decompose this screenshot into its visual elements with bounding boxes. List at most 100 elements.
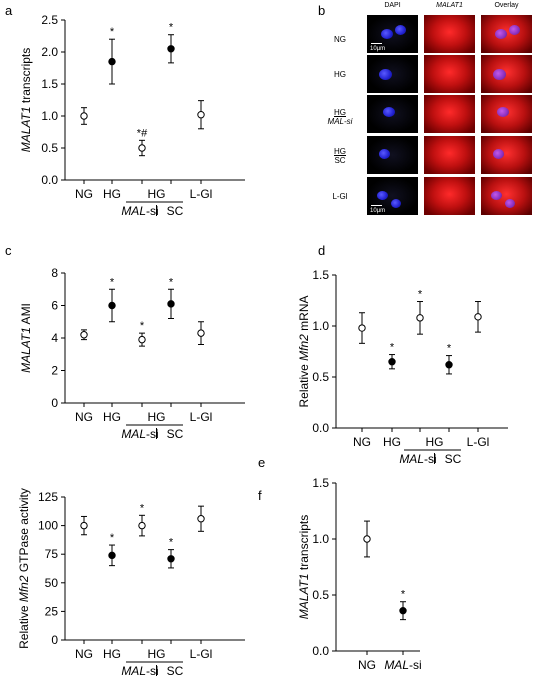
group-sub-label-e: SC (167, 664, 184, 678)
y-tick-label-e: 25 (45, 604, 59, 618)
micrograph-r4-c2 (424, 136, 475, 174)
y-axis-label-d: Relative Mfn2 mRNA (297, 295, 311, 407)
y-axis-label-a: MALAT1 transcripts (19, 48, 33, 152)
significance-mark-f: * (401, 589, 406, 601)
group-label-a: HG (148, 187, 166, 201)
y-tick-label-c: 6 (51, 299, 58, 313)
micrograph-r1-c3 (481, 15, 532, 53)
panel-letter-f: f (258, 488, 262, 503)
data-point-c (138, 335, 146, 344)
data-point-c (167, 300, 175, 308)
nucleus (377, 191, 388, 200)
y-tick-label-e: 50 (45, 576, 59, 590)
micrograph-r2-c2 (424, 55, 475, 93)
y-tick-label-a: 0.0 (41, 173, 58, 187)
data-point-a (167, 45, 175, 53)
row-label-hg-malsi: HG MAL-si (327, 108, 353, 126)
group-label-e: HG (148, 647, 166, 661)
y-tick-label-f: 1.5 (312, 476, 329, 490)
data-point-e (197, 515, 205, 523)
data-point-a (197, 111, 205, 119)
y-tick-label-e: 100 (38, 519, 58, 533)
data-point-d (474, 313, 482, 321)
y-tick-label-f: 1.0 (312, 532, 329, 546)
y-axis-label-c: MALAT1 AMI (19, 303, 33, 373)
y-tick-label-c: 8 (51, 266, 58, 280)
nucleus (493, 149, 504, 159)
x-tick-label-c: HG (103, 410, 121, 424)
y-tick-label-a: 0.5 (41, 141, 58, 155)
x-tick-label-d: L-Gl (467, 435, 490, 449)
panel-letter-d: d (318, 243, 326, 258)
significance-mark-d: * (447, 343, 452, 355)
y-tick-label-c: 2 (51, 364, 58, 378)
significance-mark-d: * (390, 342, 395, 354)
micrograph-r1-c2 (424, 15, 475, 53)
x-tick-label-e: HG (103, 647, 121, 661)
panel-letter-c: c (5, 243, 12, 258)
significance-mark-a: * (110, 26, 115, 38)
micrograph-r5-c3 (481, 177, 532, 215)
micrograph-r1-c1: 10µm (367, 15, 418, 53)
y-tick-label-a: 2.5 (41, 13, 58, 27)
row-label-lgl: L-Gl (332, 192, 348, 201)
x-tick-label-d: NG (353, 435, 371, 449)
nucleus (497, 107, 509, 117)
scale-label: 10µm (370, 208, 386, 214)
significance-mark-e: * (140, 502, 145, 514)
data-point-a (80, 112, 88, 120)
nucleus (493, 69, 506, 80)
micrograph-r4-c1 (367, 136, 418, 174)
y-tick-label-a: 2.0 (41, 45, 58, 59)
significance-mark-a: *# (137, 127, 148, 139)
data-point-d (416, 314, 424, 322)
micrograph-r3-c1 (367, 95, 418, 133)
group-sub-label-e: MAL-si (121, 664, 158, 678)
y-tick-label-c: 4 (51, 331, 58, 345)
row-label-hg: HG (334, 70, 346, 79)
data-point-c (197, 329, 205, 337)
x-tick-label-f: NG (358, 658, 376, 672)
scale-label: 10µm (370, 46, 386, 52)
significance-mark-c: * (169, 276, 174, 288)
data-point-e (108, 551, 116, 560)
micrograph-r4-c3 (481, 136, 532, 174)
data-point-e (80, 521, 88, 530)
panel-letter-b: b (318, 3, 326, 18)
data-point-d (445, 361, 453, 369)
group-label-c: HG (148, 410, 166, 424)
group-label-d: HG (426, 435, 444, 449)
group-sub-label-a: MAL-si (121, 204, 158, 218)
y-tick-label-d: 0.0 (312, 421, 329, 435)
col-label-malat1: MALAT1 (436, 2, 463, 9)
y-axis-label-f: MALAT1 transcripts (297, 515, 311, 619)
col-label-dapi: DAPI (384, 2, 401, 9)
micrograph-r3-c2 (424, 95, 475, 133)
y-tick-label-f: 0.0 (312, 644, 329, 658)
x-tick-label-a: NG (75, 187, 93, 201)
y-tick-label-d: 1.5 (312, 268, 329, 282)
panel-letter-a: a (5, 3, 13, 18)
group-sub-label-d: MAL-si (399, 452, 436, 466)
significance-mark-c: * (140, 320, 145, 332)
x-tick-label-e: NG (75, 647, 93, 661)
panel-letter-e: e (258, 455, 266, 470)
nucleus (495, 29, 507, 39)
significance-mark-c: * (110, 276, 115, 288)
data-point-a (108, 57, 116, 66)
micrograph-r3-c3 (481, 95, 532, 133)
x-tick-label-a: L-Gl (190, 187, 213, 201)
x-tick-label-c: L-Gl (190, 410, 213, 424)
group-sub-label-d: SC (445, 452, 462, 466)
col-label-overlay: Overlay (494, 2, 519, 9)
micrograph-r5-c2 (424, 177, 475, 215)
y-tick-label-e: 75 (45, 547, 59, 561)
group-sub-label-c: SC (167, 427, 184, 441)
significance-mark-a: * (169, 22, 174, 34)
nucleus (509, 25, 520, 35)
row-label-hg-sc: HG SC (334, 147, 346, 165)
data-point-a (138, 144, 146, 152)
y-tick-label-a: 1.5 (41, 77, 58, 91)
